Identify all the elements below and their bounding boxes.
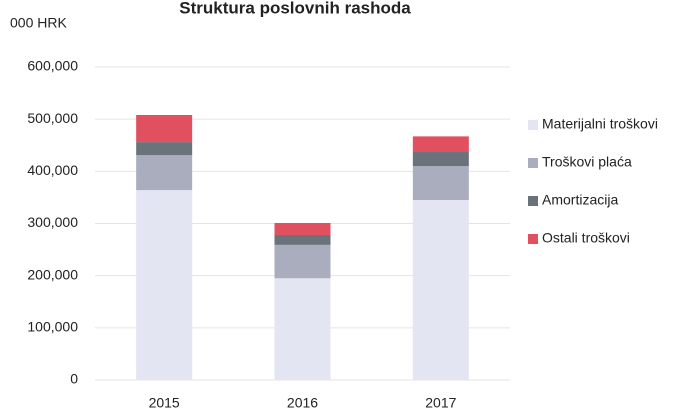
bar-segment (274, 244, 331, 279)
bar-segment (136, 142, 193, 156)
bar-segment (136, 155, 193, 191)
legend-swatch (528, 158, 538, 168)
legend-swatch (528, 234, 538, 244)
y-tick-label: 500,000 (27, 110, 78, 126)
legend-label: Ostali troškovi (542, 230, 630, 246)
legend-swatch (528, 196, 538, 206)
bar-segment (412, 166, 469, 201)
x-tick-label: 2016 (287, 395, 318, 410)
y-tick-label: 200,000 (27, 266, 78, 282)
legend-label: Materijalni troškovi (542, 116, 658, 132)
x-tick-label: 2015 (149, 395, 180, 410)
y-tick-label: 400,000 (27, 162, 78, 178)
bar-segment (412, 136, 469, 153)
legend-label: Troškovi plaća (542, 154, 632, 170)
bar-segment (136, 190, 193, 380)
legend-swatch (528, 120, 538, 130)
x-tick-label: 2017 (425, 395, 456, 410)
bar-segment (412, 200, 469, 380)
y-tick-label: 300,000 (27, 214, 78, 230)
bar-segment (274, 234, 331, 245)
y-axis-label: 000 HRK (10, 15, 67, 31)
legend-label: Amortizacija (542, 192, 618, 208)
bar-segment (412, 152, 469, 167)
y-tick-label: 600,000 (27, 58, 78, 74)
y-tick-label: 0 (70, 371, 78, 387)
chart-title: Struktura poslovnih rashoda (179, 0, 411, 17)
y-tick-label: 100,000 (27, 319, 78, 335)
bar-segment (274, 222, 331, 235)
bar-segment (274, 278, 331, 380)
bar-segment (136, 114, 193, 143)
